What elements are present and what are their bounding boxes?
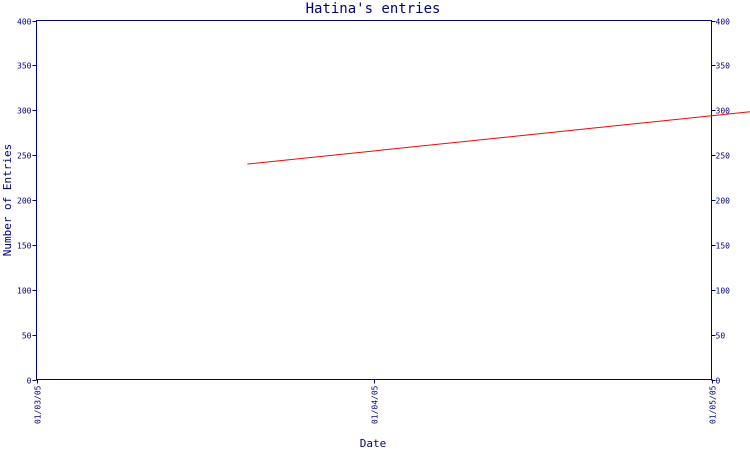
x-axis-title: Date <box>360 437 387 450</box>
y-tick-label-left: 300 <box>17 107 32 116</box>
y-tick-label-right: 400 <box>716 18 731 27</box>
y-tick-label-left: 200 <box>17 197 32 206</box>
y-tick-label-left: 50 <box>22 332 32 341</box>
y-tick-label-left: 250 <box>17 152 32 161</box>
x-tick-label: 01/03/05 <box>34 385 43 424</box>
chart-title: Hatina's entries <box>306 1 441 17</box>
x-tick-label: 01/05/05 <box>709 385 718 424</box>
series-layer <box>247 111 750 165</box>
series-line <box>247 111 750 165</box>
y-tick-label-right: 100 <box>716 287 731 296</box>
y-tick-label-right: 300 <box>716 107 731 116</box>
x-tick-label: 01/04/05 <box>371 385 380 424</box>
y-axis-left: 0 50 100 150 200 250 300 350 400 <box>17 18 37 386</box>
y-tick-label-right: 0 <box>716 377 721 386</box>
y-tick-label-left: 350 <box>17 62 32 71</box>
y-tick-label-right: 250 <box>716 152 731 161</box>
y-tick-label-left: 100 <box>17 287 32 296</box>
y-tick-label-right: 200 <box>716 197 731 206</box>
y-tick-label-left: 150 <box>17 242 32 251</box>
y-axis-title: Number of Entries <box>1 144 14 257</box>
y-tick-label-right: 50 <box>716 332 726 341</box>
y-tick-label-left: 0 <box>27 377 32 386</box>
plot-frame <box>36 20 712 380</box>
y-axis-right: 0 50 100 150 200 250 300 350 400 <box>711 18 731 386</box>
x-axis: 01/03/05 01/04/05 01/05/05 <box>34 379 718 424</box>
y-tick-label-right: 150 <box>716 242 731 251</box>
y-tick-label-left: 400 <box>17 18 32 27</box>
y-tick-label-right: 350 <box>716 62 731 71</box>
